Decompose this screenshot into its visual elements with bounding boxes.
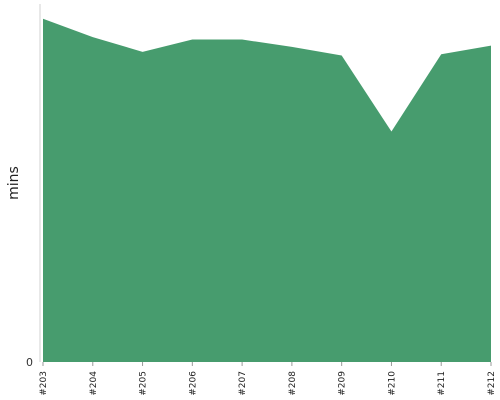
x-tick-label: #206 [188,371,198,396]
x-tick-label: #204 [89,371,99,396]
x-tick-label: #203 [39,371,49,396]
x-tick-label: #207 [238,371,248,396]
x-tick-label: #209 [338,371,348,396]
plot-area [43,18,491,363]
x-tick-label: #210 [387,371,397,396]
x-tick-label: #205 [139,371,149,396]
x-tick-label: #211 [437,371,447,396]
y-tick-label-0: 0 [26,356,33,369]
y-axis-label: mins [6,166,22,200]
x-axis: #203 #204 #205 #206 #207 #208 #209 #210 #211 #212 [39,362,497,396]
x-tick-label: #208 [288,371,298,396]
area-series [43,18,491,363]
x-tick-label: #212 [487,371,497,396]
